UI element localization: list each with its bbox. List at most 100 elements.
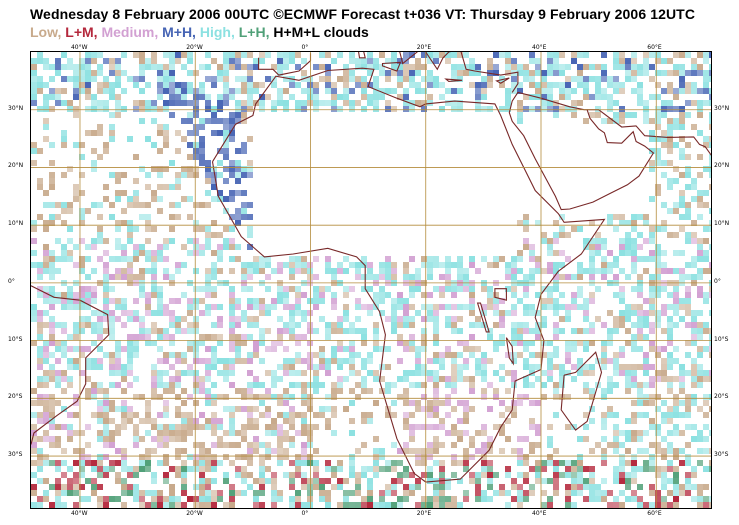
cloud-cell [85, 460, 91, 466]
cloud-cell [133, 412, 139, 418]
cloud-cell [553, 262, 559, 268]
cloud-cell [349, 58, 355, 64]
cloud-cell [235, 388, 241, 394]
cloud-cell [67, 490, 73, 496]
cloud-cell [79, 430, 85, 436]
cloud-cell [433, 256, 439, 262]
cloud-cell [49, 250, 55, 256]
cloud-cell [277, 412, 283, 418]
cloud-cell [709, 460, 711, 466]
cloud-cell [403, 388, 409, 394]
cloud-cell [73, 346, 79, 352]
cloud-cell [427, 262, 433, 268]
cloud-cell [487, 460, 493, 466]
cloud-cell [583, 298, 589, 304]
cloud-cell [691, 322, 697, 328]
cloud-cell [295, 262, 301, 268]
cloud-cell [631, 76, 637, 82]
cloud-cell [559, 316, 565, 322]
cloud-cell [361, 388, 367, 394]
cloud-cell [247, 388, 253, 394]
cloud-cell [541, 286, 547, 292]
cloud-cell [277, 292, 283, 298]
cloud-cell [229, 328, 235, 334]
cloud-cell [109, 202, 115, 208]
cloud-cell [385, 292, 391, 298]
cloud-cell [607, 214, 613, 220]
cloud-cell [235, 346, 241, 352]
cloud-cell [541, 268, 547, 274]
cloud-cell [139, 274, 145, 280]
cloud-cell [703, 496, 709, 502]
cloud-cell [133, 250, 139, 256]
cloud-cell [679, 52, 685, 58]
cloud-cell [115, 370, 121, 376]
cloud-cell [679, 484, 685, 490]
cloud-cell [397, 340, 403, 346]
cloud-cell [289, 310, 295, 316]
cloud-cell [679, 490, 685, 496]
cloud-cell [193, 142, 199, 148]
cloud-cell [697, 238, 703, 244]
cloud-cell [145, 334, 151, 340]
cloud-cell [421, 304, 427, 310]
cloud-cell [283, 52, 289, 58]
cloud-cell [349, 358, 355, 364]
cloud-cell [49, 214, 55, 220]
cloud-cell [259, 304, 265, 310]
cloud-cell [73, 430, 79, 436]
cloud-cell [403, 88, 409, 94]
cloud-cell [283, 304, 289, 310]
cloud-cell [79, 286, 85, 292]
cloud-cell [61, 340, 67, 346]
cloud-cell [301, 430, 307, 436]
cloud-cell [193, 352, 199, 358]
cloud-cell [649, 394, 655, 400]
cloud-cell [61, 202, 67, 208]
cloud-cell [115, 94, 121, 100]
cloud-cell [529, 76, 535, 82]
cloud-cell [673, 88, 679, 94]
cloud-cell [109, 442, 115, 448]
cloud-cell [571, 298, 577, 304]
cloud-cell [487, 82, 493, 88]
cloud-cell [277, 394, 283, 400]
cloud-cell [343, 496, 349, 502]
cloud-cell [199, 454, 205, 460]
cloud-cell [307, 358, 313, 364]
cloud-cell [307, 406, 313, 412]
cloud-cell [619, 88, 625, 94]
cloud-cell [655, 262, 661, 268]
cloud-cell [265, 454, 271, 460]
cloud-cell [691, 82, 697, 88]
cloud-cell [421, 406, 427, 412]
cloud-cell [535, 430, 541, 436]
cloud-cell [649, 148, 655, 154]
cloud-cell [517, 64, 523, 70]
cloud-cell [679, 196, 685, 202]
cloud-cell [229, 406, 235, 412]
cloud-cell [553, 484, 559, 490]
cloud-cell [121, 70, 127, 76]
cloud-cell [121, 478, 127, 484]
cloud-cell [505, 262, 511, 268]
cloud-cell [109, 334, 115, 340]
cloud-cell [655, 160, 661, 166]
cloud-cell [157, 496, 163, 502]
cloud-cell [229, 130, 235, 136]
cloud-cell [397, 58, 403, 64]
cloud-cell [709, 142, 711, 148]
cloud-cell [187, 82, 193, 88]
cloud-cell [619, 502, 625, 508]
cloud-cell [355, 76, 361, 82]
cloud-cell [313, 364, 319, 370]
cloud-cell [655, 58, 661, 64]
cloud-cell [133, 202, 139, 208]
cloud-cell [559, 472, 565, 478]
cloud-cell [631, 418, 637, 424]
cloud-cell [169, 202, 175, 208]
cloud-cell [649, 484, 655, 490]
cloud-cell [613, 442, 619, 448]
cloud-cell [367, 100, 373, 106]
cloud-cell [133, 436, 139, 442]
